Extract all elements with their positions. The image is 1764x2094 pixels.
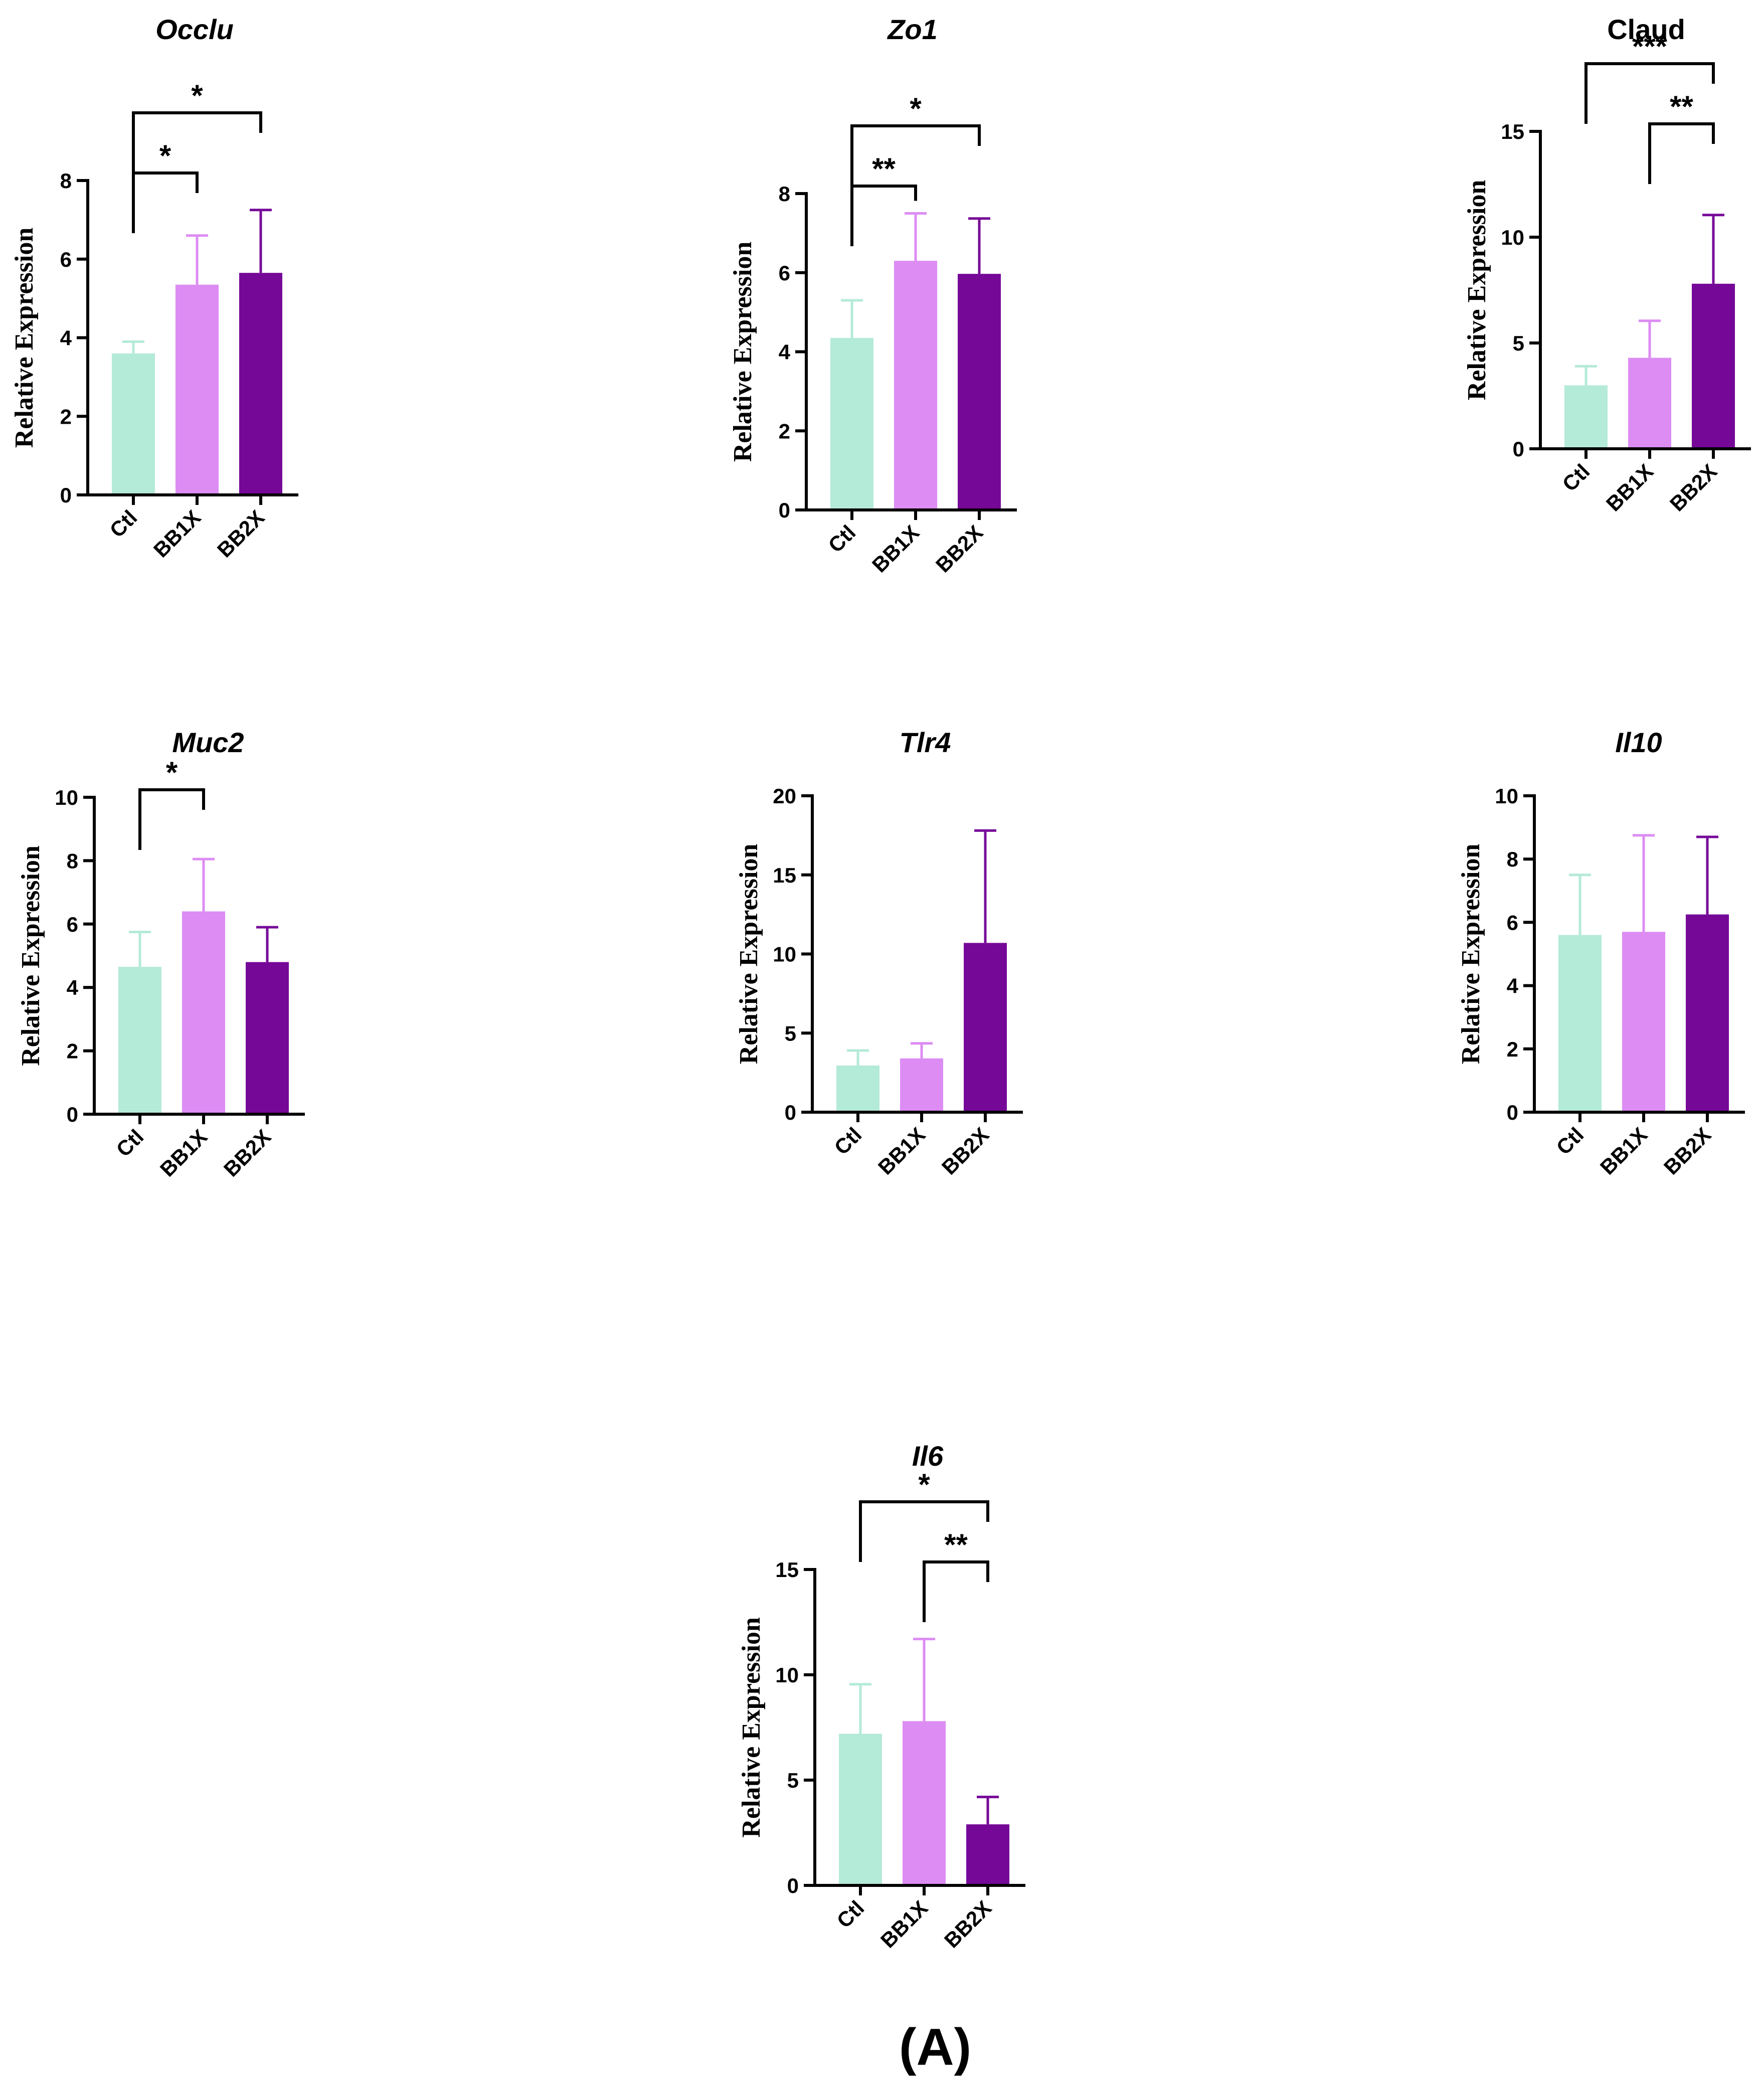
chart-title: Il10 [1615, 727, 1662, 758]
bar-bb2x [239, 273, 282, 495]
y-tick-label: 8 [1507, 847, 1518, 871]
bar-bb1x [1628, 358, 1671, 449]
significance-bracket [1584, 62, 1715, 124]
chart-title: Claud [1607, 14, 1685, 45]
significance-label: ** [944, 1528, 968, 1561]
chart-title: Tlr4 [900, 727, 951, 758]
y-tick-label: 6 [67, 913, 78, 936]
chart-title: Zo1 [887, 14, 938, 45]
significance-label: ** [1670, 90, 1693, 123]
y-tick-label: 20 [773, 784, 796, 808]
bar-bb2x [246, 962, 289, 1114]
y-axis-label: Relative Expression [1463, 180, 1491, 401]
bar-ctl [836, 1065, 879, 1112]
panel-label: (A) [899, 2018, 971, 2076]
significance-bracket [132, 111, 262, 173]
y-tick-label: 6 [779, 261, 790, 285]
y-tick-label: 0 [785, 1101, 796, 1124]
y-tick-label: 10 [773, 943, 796, 966]
y-tick-label: 2 [779, 419, 790, 443]
y-tick-label: 10 [55, 786, 78, 809]
y-tick-label: 2 [1507, 1037, 1518, 1061]
y-tick-label: 2 [60, 405, 72, 428]
significance-bracket [1648, 122, 1715, 184]
bar-ctl [839, 1733, 882, 1885]
bar-bb2x [958, 274, 1001, 510]
chart-title: Il6 [912, 1440, 944, 1472]
y-tick-label: 0 [1513, 437, 1524, 461]
significance-label: * [910, 92, 922, 125]
bar-bb1x [903, 1721, 946, 1885]
y-tick-label: 10 [1501, 226, 1524, 249]
bar-ctl [830, 337, 873, 510]
y-tick-label: 4 [60, 326, 72, 350]
y-tick-label: 0 [60, 483, 72, 507]
y-tick-label: 5 [785, 1021, 796, 1045]
y-tick-label: 2 [67, 1039, 78, 1063]
y-tick-label: 5 [1513, 331, 1524, 355]
y-tick-label: 5 [787, 1769, 799, 1792]
y-tick-label: 10 [775, 1663, 799, 1687]
y-axis-label: Relative Expression [10, 228, 39, 448]
bar-bb1x [182, 911, 225, 1114]
significance-bracket [850, 124, 981, 186]
y-tick-label: 8 [60, 169, 72, 193]
bar-ctl [1564, 385, 1608, 449]
y-tick-label: 15 [775, 1558, 799, 1582]
significance-label: * [166, 756, 178, 789]
significance-label: * [918, 1468, 930, 1501]
chart-title: Muc2 [172, 727, 244, 758]
y-tick-label: 4 [1507, 974, 1519, 998]
bar-bb2x [964, 943, 1007, 1112]
y-tick-label: 0 [787, 1874, 799, 1897]
y-axis-label: Relative Expression [1457, 844, 1485, 1065]
bar-ctl [118, 967, 161, 1114]
y-axis-label: Relative Expression [735, 844, 763, 1065]
y-tick-label: 8 [67, 849, 78, 872]
bar-bb2x [1692, 283, 1735, 449]
y-axis-label: Relative Expression [17, 845, 45, 1066]
bar-bb2x [1686, 914, 1729, 1112]
significance-label: * [191, 79, 203, 112]
chart-title: Occlu [155, 14, 234, 45]
bar-ctl [1558, 935, 1602, 1112]
y-tick-label: 6 [1507, 911, 1518, 934]
significance-label: * [159, 139, 171, 172]
y-axis-label: Relative Expression [729, 242, 757, 462]
significance-bracket [923, 1560, 989, 1622]
y-tick-label: 4 [779, 340, 791, 364]
bar-bb1x [175, 284, 219, 495]
y-tick-label: 6 [60, 248, 72, 271]
bar-ctl [112, 353, 155, 495]
y-axis-label: Relative Expression [737, 1617, 766, 1838]
y-tick-label: 0 [779, 498, 790, 522]
significance-label: *** [1632, 30, 1668, 63]
significance-bracket [138, 788, 205, 850]
y-tick-label: 15 [773, 863, 796, 887]
bar-bb1x [894, 261, 937, 510]
significance-bracket [132, 171, 199, 233]
significance-bracket [850, 185, 917, 246]
y-tick-label: 4 [67, 976, 79, 999]
y-tick-label: 10 [1495, 784, 1518, 808]
bar-bb2x [966, 1824, 1009, 1885]
y-tick-label: 0 [67, 1103, 78, 1126]
significance-label: ** [872, 152, 896, 186]
y-tick-label: 15 [1501, 120, 1524, 143]
significance-bracket [859, 1500, 989, 1562]
y-tick-label: 0 [1507, 1101, 1518, 1124]
bar-bb1x [1622, 932, 1665, 1112]
bar-bb1x [900, 1058, 943, 1112]
y-tick-label: 8 [779, 182, 790, 206]
